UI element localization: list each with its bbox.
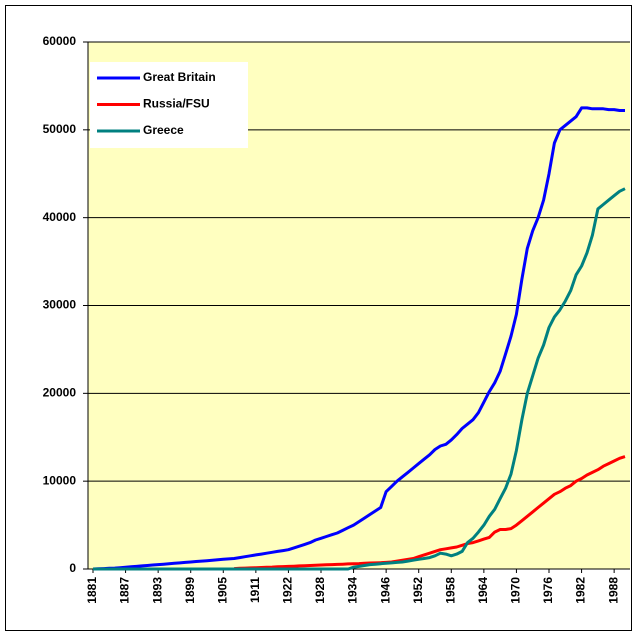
x-tick-label: 1911 — [248, 577, 262, 603]
x-tick-label: 1899 — [183, 577, 197, 604]
legend-label: Greece — [143, 123, 184, 137]
series-line — [92, 106, 625, 571]
series-line — [93, 187, 626, 571]
legend-label: Great Britain — [143, 70, 216, 84]
series-line — [234, 455, 626, 571]
y-tick-label: 30000 — [43, 298, 77, 312]
x-tick-label: 1922 — [281, 577, 295, 604]
x-tick-label: 1964 — [476, 577, 490, 604]
y-tick-label: 60000 — [43, 34, 77, 48]
x-tick-label: 1988 — [606, 577, 620, 604]
x-tick-label: 1976 — [541, 577, 555, 604]
x-tick-label: 1928 — [313, 577, 327, 604]
x-tick-label: 1946 — [378, 577, 392, 604]
y-tick-label: 10000 — [43, 473, 77, 487]
x-tick-label: 1905 — [215, 577, 229, 604]
legend-label: Russia/FSU — [143, 97, 210, 111]
x-tick-label: 1952 — [411, 577, 425, 604]
x-tick-label: 1982 — [574, 577, 588, 604]
x-tick-label: 1881 — [85, 577, 99, 604]
x-tick-label: 1934 — [346, 577, 360, 604]
y-tick-label: 0 — [69, 561, 76, 575]
y-tick-label: 40000 — [43, 210, 77, 224]
x-tick-label: 1893 — [150, 577, 164, 604]
y-tick-label: 50000 — [43, 122, 77, 136]
x-tick-label: 1887 — [118, 577, 132, 604]
y-tick-label: 20000 — [43, 386, 77, 400]
x-tick-label: 1970 — [509, 577, 523, 604]
x-tick-label: 1958 — [443, 577, 457, 604]
